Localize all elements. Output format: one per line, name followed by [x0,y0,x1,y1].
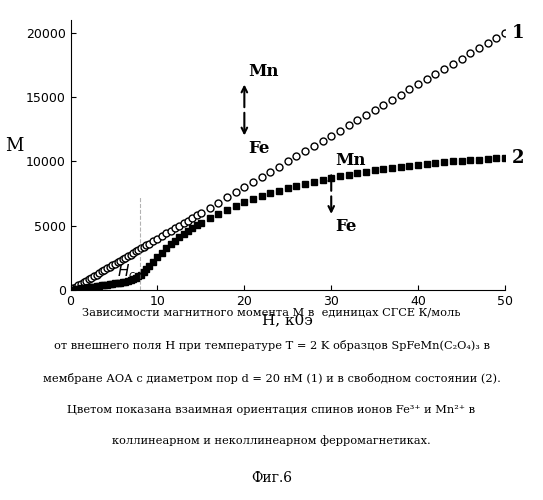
Text: $H_c$: $H_c$ [117,262,137,281]
Text: коллинеарном и неколлинеарном ферромагнетиках.: коллинеарном и неколлинеарном ферромагне… [112,435,431,446]
Text: 2: 2 [512,149,525,167]
Text: Mn: Mn [249,64,279,80]
X-axis label: H, к0э: H, к0э [262,314,313,328]
Text: от внешнего поля H при температуре T = 2 K образцов SpFeMn(C₂O₄)₃ в: от внешнего поля H при температуре T = 2… [54,340,489,351]
Text: 1: 1 [512,24,525,42]
Y-axis label: M: M [5,137,24,155]
Text: Зависимости магнитного момента M в  единицах СГСЕ К/моль: Зависимости магнитного момента M в едини… [82,308,461,318]
Text: Fe: Fe [249,140,270,156]
Text: Fe: Fe [336,218,357,235]
Text: мембране АОА с диаметром пор d = 20 нМ (1) и в свободном состоянии (2).: мембране АОА с диаметром пор d = 20 нМ (… [42,372,501,384]
Text: Цветом показана взаимная ориентация спинов ионов Fe³⁺ и Mn²⁺ в: Цветом показана взаимная ориентация спин… [67,405,476,415]
Text: Mn: Mn [336,152,366,169]
Text: Фиг.6: Фиг.6 [251,471,292,485]
